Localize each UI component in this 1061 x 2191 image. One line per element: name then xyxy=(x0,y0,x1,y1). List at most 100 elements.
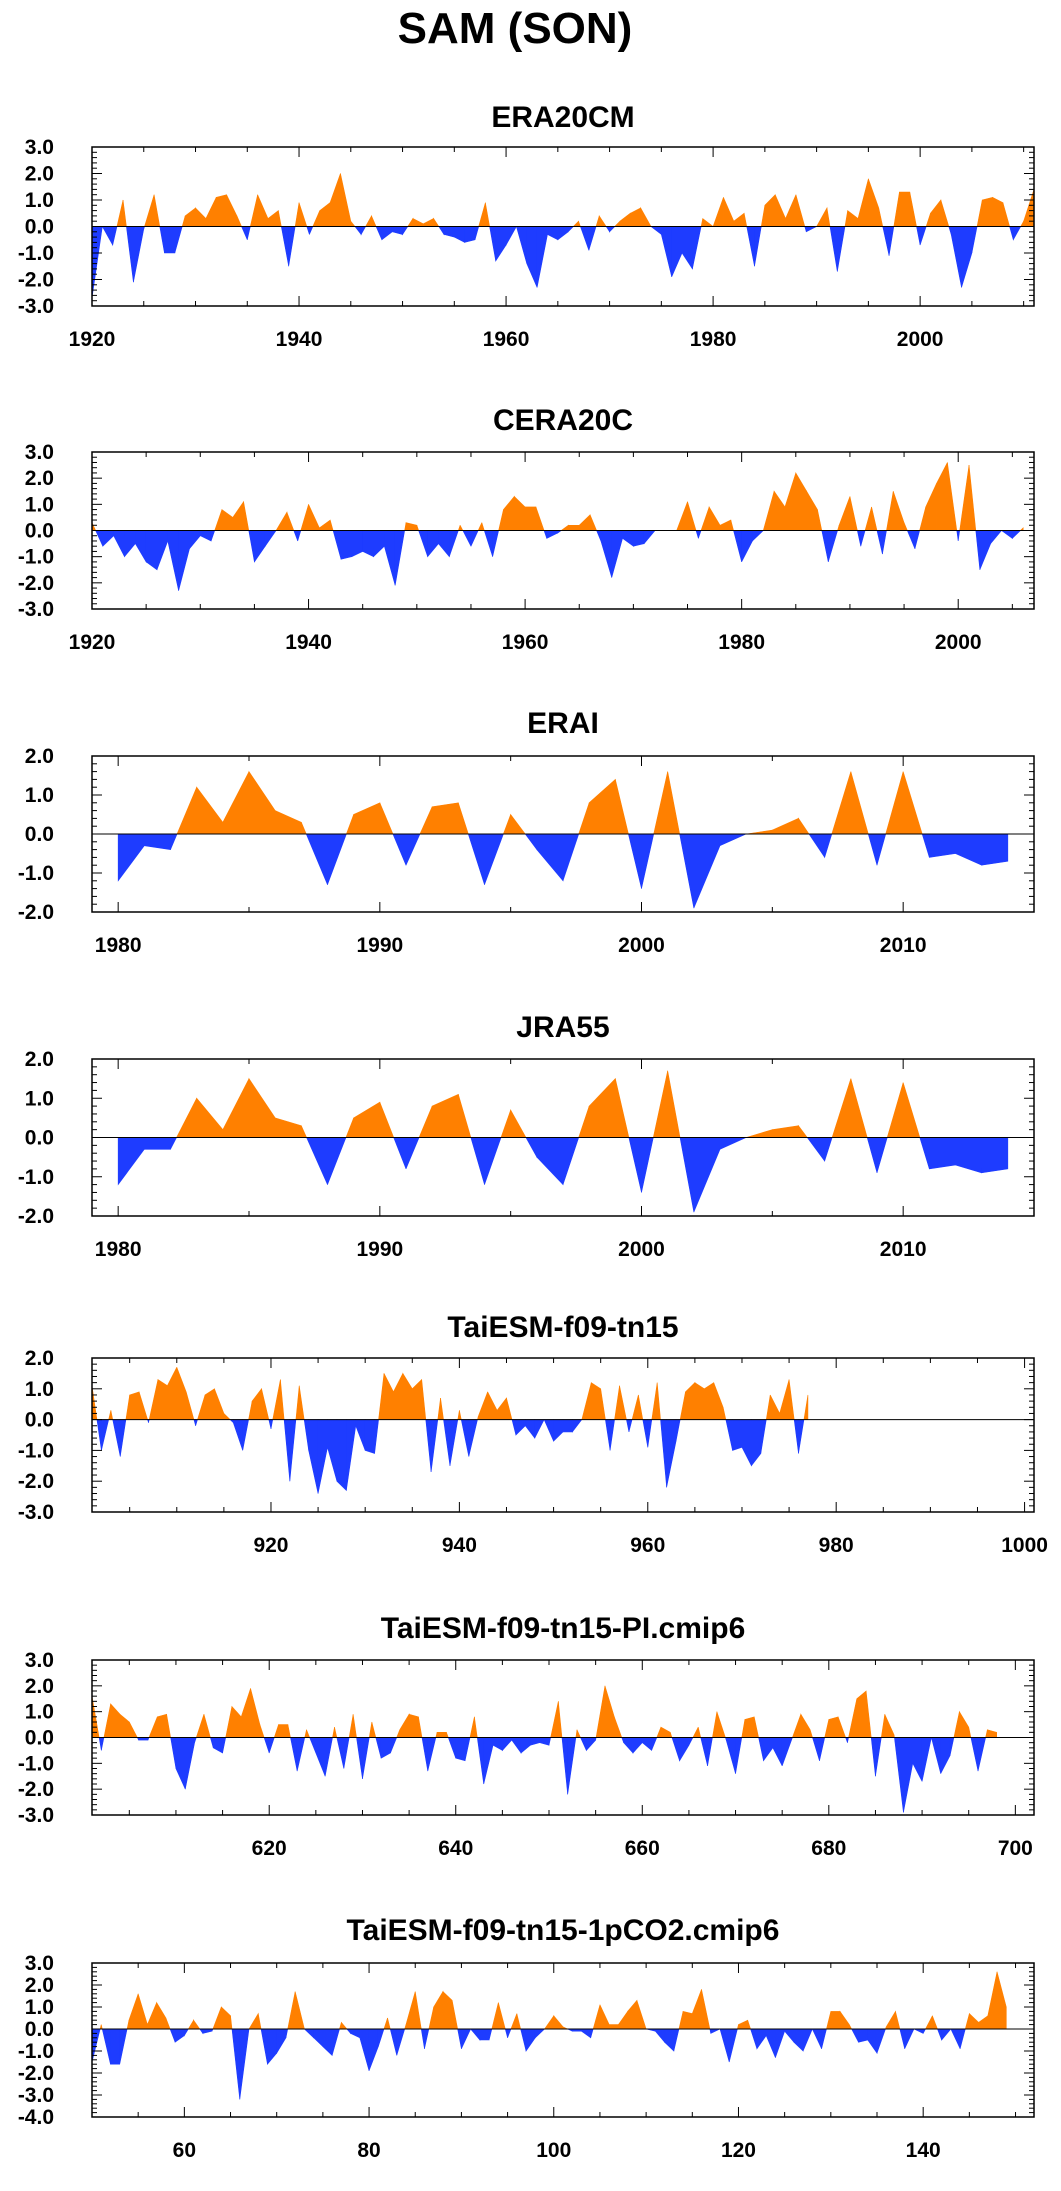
negative-anomaly-area xyxy=(394,530,406,586)
y-tick-label: -2.0 xyxy=(18,1205,54,1228)
negative-anomaly-area xyxy=(264,530,277,548)
negative-anomaly-area xyxy=(975,530,981,570)
negative-anomaly-area xyxy=(1013,226,1022,241)
positive-anomaly-area xyxy=(932,2015,938,2030)
positive-anomaly-area xyxy=(405,522,418,531)
positive-anomaly-area xyxy=(329,519,334,531)
positive-anomaly-area xyxy=(176,787,197,835)
positive-anomaly-area xyxy=(319,519,331,531)
y-tick-label: 0.0 xyxy=(25,823,54,846)
positive-anomaly-area xyxy=(419,806,433,835)
negative-anomaly-area xyxy=(673,2028,680,2052)
negative-anomaly-area xyxy=(112,226,118,246)
positive-anomaly-area xyxy=(440,1397,444,1420)
y-tick-label: -1.0 xyxy=(18,546,54,569)
positive-anomaly-area xyxy=(588,1077,616,1138)
positive-anomaly-area xyxy=(691,1989,702,2030)
negative-anomaly-area xyxy=(375,226,383,240)
negative-anomaly-area xyxy=(628,1137,642,1193)
negative-anomaly-area xyxy=(492,1737,503,1751)
positive-anomaly-area xyxy=(259,1724,265,1738)
positive-anomaly-area xyxy=(306,1729,311,1738)
negative-anomaly-area xyxy=(948,226,952,235)
negative-anomaly-area xyxy=(929,833,956,858)
negative-anomaly-area xyxy=(921,1737,932,1782)
x-tick-label: 620 xyxy=(252,1837,287,1860)
positive-anomaly-area xyxy=(578,802,590,835)
negative-anomaly-area xyxy=(112,1419,121,1457)
negative-anomaly-area xyxy=(642,1419,649,1448)
positive-anomaly-area xyxy=(458,1094,472,1138)
positive-anomaly-area xyxy=(116,199,124,227)
negative-anomaly-area xyxy=(929,1137,956,1170)
negative-anomaly-area xyxy=(332,530,342,560)
positive-anomaly-area xyxy=(600,1388,606,1420)
positive-anomaly-area xyxy=(959,465,970,531)
x-tick-label: 960 xyxy=(630,1534,665,1557)
positive-anomaly-area xyxy=(653,771,668,835)
negative-anomaly-area xyxy=(525,1419,536,1439)
negative-anomaly-area xyxy=(756,2028,767,2050)
x-tick-label: 1960 xyxy=(483,328,530,351)
negative-anomaly-area xyxy=(781,1737,792,1767)
negative-anomaly-area xyxy=(530,1737,540,1746)
y-tick-label: -3.0 xyxy=(18,1501,54,1524)
positive-anomaly-area xyxy=(232,500,244,531)
negative-anomaly-area xyxy=(124,530,136,558)
negative-anomaly-area xyxy=(940,1737,951,1774)
negative-anomaly-area xyxy=(511,1737,522,1754)
negative-anomaly-area xyxy=(808,833,825,859)
positive-anomaly-area xyxy=(987,1729,997,1738)
negative-anomaly-area xyxy=(647,1419,653,1448)
positive-anomaly-area xyxy=(576,1729,581,1738)
positive-anomaly-area xyxy=(383,1373,394,1420)
negative-anomaly-area xyxy=(688,1737,694,1746)
positive-anomaly-area xyxy=(712,1711,718,1738)
y-tick-label: 2.0 xyxy=(25,1974,54,1997)
plot-frame xyxy=(91,1962,1035,2118)
y-tick-label: -1.0 xyxy=(18,862,54,885)
negative-anomaly-area xyxy=(443,226,455,238)
positive-anomaly-area xyxy=(205,197,217,227)
positive-anomaly-area xyxy=(280,1379,285,1420)
negative-anomaly-area xyxy=(390,1737,398,1754)
positive-anomaly-area xyxy=(365,214,372,227)
positive-anomaly-area xyxy=(196,786,224,835)
negative-anomaly-area xyxy=(133,226,145,283)
positive-anomaly-area xyxy=(156,1713,167,1738)
negative-anomaly-area xyxy=(547,226,559,241)
negative-anomaly-area xyxy=(941,2028,952,2041)
positive-anomaly-area xyxy=(636,2000,647,2030)
negative-anomaly-area xyxy=(876,2028,886,2054)
negative-anomaly-area xyxy=(679,1137,695,1213)
positive-anomaly-area xyxy=(396,1729,401,1738)
positive-anomaly-area xyxy=(251,1387,262,1420)
negative-anomaly-area xyxy=(145,530,158,571)
negative-anomaly-area xyxy=(752,530,765,542)
positive-anomaly-area xyxy=(166,1714,171,1738)
positive-anomaly-area xyxy=(129,1391,140,1420)
positive-anomaly-area xyxy=(631,1394,639,1420)
negative-anomaly-area xyxy=(483,530,493,557)
positive-anomaly-area xyxy=(598,214,607,227)
negative-anomaly-area xyxy=(175,1737,186,1790)
negative-anomaly-area xyxy=(195,1419,198,1426)
x-tick-label: 660 xyxy=(625,1837,660,1860)
positive-anomaly-area xyxy=(885,2010,896,2030)
positive-anomaly-area xyxy=(301,1125,308,1138)
negative-anomaly-area xyxy=(430,1419,439,1472)
negative-anomaly-area xyxy=(628,1419,633,1432)
negative-anomaly-area xyxy=(622,530,634,547)
y-tick-label: 0.0 xyxy=(25,1127,54,1150)
negative-anomaly-area xyxy=(289,1419,297,1482)
negative-anomaly-area xyxy=(661,226,672,277)
positive-anomaly-area xyxy=(301,822,307,835)
positive-anomaly-area xyxy=(215,194,227,227)
positive-anomaly-area xyxy=(156,2001,167,2030)
positive-anomaly-area xyxy=(341,2021,348,2030)
positive-anomaly-area xyxy=(925,213,931,227)
positive-anomaly-area xyxy=(614,1385,620,1420)
positive-anomaly-area xyxy=(903,522,908,531)
positive-anomaly-area xyxy=(746,1129,773,1138)
y-tick-label: -3.0 xyxy=(18,598,54,621)
